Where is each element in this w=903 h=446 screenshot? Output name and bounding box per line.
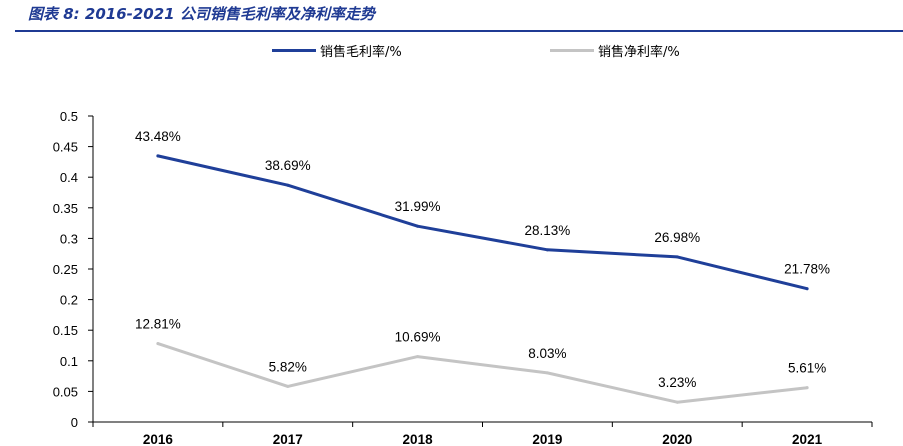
data-point-net-margin <box>286 384 290 388</box>
x-tick-label: 2016 <box>143 432 174 446</box>
data-label-net-margin: 12.81% <box>135 317 181 332</box>
data-point-gross-margin <box>675 255 679 259</box>
data-point-gross-margin <box>805 287 809 291</box>
title-underline <box>15 30 903 32</box>
data-point-net-margin <box>545 371 549 375</box>
data-label-gross-margin: 26.98% <box>654 230 700 245</box>
data-point-gross-margin <box>286 183 290 187</box>
y-tick-label: 0.1 <box>60 354 78 369</box>
data-point-gross-margin <box>545 248 549 252</box>
y-tick-label: 0.2 <box>60 293 78 308</box>
y-tick-label: 0 <box>71 415 78 430</box>
y-tick-label: 0.35 <box>53 201 78 216</box>
data-label-gross-margin: 21.78% <box>784 262 830 277</box>
x-tick-label: 2017 <box>273 432 303 446</box>
x-tick-label: 2020 <box>662 432 692 446</box>
x-tick-label: 2018 <box>403 432 434 446</box>
y-tick-label: 0.15 <box>53 323 78 338</box>
legend-swatch-net-margin <box>550 49 594 52</box>
data-point-gross-margin <box>416 224 420 228</box>
data-point-net-margin <box>416 355 420 359</box>
data-point-net-margin <box>805 386 809 390</box>
data-label-gross-margin: 28.13% <box>525 223 571 238</box>
data-point-net-margin <box>156 342 160 346</box>
data-label-net-margin: 8.03% <box>528 346 566 361</box>
data-label-gross-margin: 43.48% <box>135 129 181 144</box>
data-label-gross-margin: 31.99% <box>395 199 441 214</box>
series-line-net-margin <box>156 342 809 404</box>
data-point-net-margin <box>675 400 679 404</box>
data-label-net-margin: 10.69% <box>395 330 441 345</box>
x-tick-label: 2021 <box>792 432 823 446</box>
figure-title: 图表 8: 2016-2021 公司销售毛利率及净利率走势 <box>28 5 375 23</box>
y-tick-label: 0.45 <box>53 140 78 155</box>
legend-item-gross-margin: 销售毛利率/% <box>272 41 402 60</box>
data-label-net-margin: 3.23% <box>658 375 696 390</box>
y-tick-label: 0.3 <box>60 231 78 246</box>
legend-item-net-margin: 销售净利率/% <box>550 41 680 60</box>
series-line-gross-margin <box>156 154 809 291</box>
legend-label-net-margin: 销售净利率/% <box>598 45 680 60</box>
data-label-net-margin: 5.82% <box>269 359 307 374</box>
y-tick-label: 0.05 <box>53 384 78 399</box>
y-tick-label: 0.4 <box>60 170 78 185</box>
data-point-gross-margin <box>156 154 160 158</box>
legend-label-gross-margin: 销售毛利率/% <box>320 45 402 60</box>
x-tick-label: 2019 <box>532 432 562 446</box>
y-tick-label: 0.5 <box>60 109 78 124</box>
data-label-gross-margin: 38.69% <box>265 158 311 173</box>
y-tick-label: 0.25 <box>53 262 78 277</box>
data-label-net-margin: 5.61% <box>788 361 826 376</box>
legend-swatch-gross-margin <box>272 49 316 52</box>
